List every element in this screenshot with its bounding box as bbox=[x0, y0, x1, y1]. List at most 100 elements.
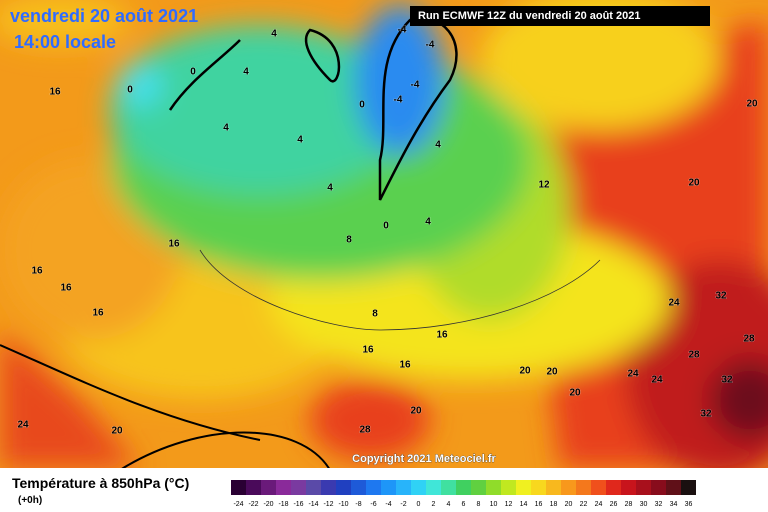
legend-lead: (+0h) bbox=[18, 495, 42, 506]
contour-labels: 0 0 4 4 4 4 4 0 -4 -4 -4 -4 4 4 0 8 8 12 16 16 16 16 16 16 16 16 2… bbox=[17, 24, 759, 437]
contour-label: -4 bbox=[411, 80, 420, 91]
colorbar-swatch bbox=[411, 480, 426, 495]
colorbar-swatch bbox=[321, 480, 336, 495]
contour-label: 16 bbox=[92, 308, 104, 319]
colorbar-tick-label: -20 bbox=[263, 501, 273, 508]
colorbar-tick-label: -14 bbox=[308, 501, 318, 508]
contour-label: -4 bbox=[394, 95, 403, 106]
contour-label: 16 bbox=[436, 330, 448, 341]
contour-label: 4 bbox=[425, 217, 431, 228]
colorbar-swatch bbox=[231, 480, 246, 495]
contour-label: 8 bbox=[372, 309, 378, 320]
contour-label: 28 bbox=[688, 350, 700, 361]
colorbar-tick-label: 2 bbox=[432, 501, 436, 508]
colorbar-swatch bbox=[396, 480, 411, 495]
colorbar-tick-label: -6 bbox=[370, 501, 376, 508]
contour-label: 0 bbox=[383, 221, 389, 232]
colorbar-tick-label: 8 bbox=[477, 501, 481, 508]
colorbar-swatch bbox=[576, 480, 591, 495]
contour-label: 8 bbox=[346, 235, 352, 246]
contour-label: 16 bbox=[362, 345, 374, 356]
contour-label: 20 bbox=[410, 406, 422, 417]
colorbar-tick-label: 4 bbox=[447, 501, 451, 508]
colorbar-tick-label: 20 bbox=[565, 501, 573, 508]
contour-label: 20 bbox=[569, 388, 581, 399]
colorbar-swatch bbox=[636, 480, 651, 495]
colorbar-swatch bbox=[621, 480, 636, 495]
colorbar-swatch bbox=[336, 480, 351, 495]
contour-label: 4 bbox=[271, 29, 277, 40]
colorbar-swatch bbox=[486, 480, 501, 495]
colorbar-swatch bbox=[651, 480, 666, 495]
colorbar-tick-label: 14 bbox=[520, 501, 528, 508]
contour-label: 4 bbox=[223, 123, 229, 134]
colorbar-tick-label: -24 bbox=[233, 501, 243, 508]
colorbar-swatch bbox=[246, 480, 261, 495]
colorbar-tick-label: 34 bbox=[670, 501, 678, 508]
contour-label: 24 bbox=[17, 420, 29, 431]
colorbar-tick-label: 32 bbox=[655, 501, 663, 508]
contour-label: 20 bbox=[688, 178, 700, 189]
colorbar-tick-label: -18 bbox=[278, 501, 288, 508]
contour-label: 4 bbox=[327, 183, 333, 194]
contour-label: 0 bbox=[190, 67, 196, 78]
colorbar-swatch bbox=[561, 480, 576, 495]
contour-label: 24 bbox=[651, 375, 663, 386]
contour-label: 16 bbox=[31, 266, 43, 277]
colorbar-swatch bbox=[546, 480, 561, 495]
colorbar-swatch bbox=[441, 480, 456, 495]
contour-label: 0 bbox=[127, 85, 133, 96]
colorbar-tick-label: -12 bbox=[323, 501, 333, 508]
contour-label: 16 bbox=[399, 360, 411, 371]
colorbar-tick-label: 28 bbox=[625, 501, 633, 508]
contour-label: 20 bbox=[546, 367, 558, 378]
colorbar-swatch bbox=[426, 480, 441, 495]
colorbar-tick-label: 0 bbox=[417, 501, 421, 508]
colorbar-tick-label: 12 bbox=[505, 501, 513, 508]
contour-label: 32 bbox=[721, 375, 733, 386]
colorbar-tick-label: 10 bbox=[490, 501, 498, 508]
contour-label: 20 bbox=[519, 366, 531, 377]
colorbar-tick-label: -16 bbox=[293, 501, 303, 508]
colorbar-tick-label: -8 bbox=[355, 501, 361, 508]
contour-label: 28 bbox=[359, 425, 371, 436]
colorbar-swatch bbox=[501, 480, 516, 495]
colorbar-tick-label: -10 bbox=[338, 501, 348, 508]
colorbar-swatch bbox=[306, 480, 321, 495]
colorbar-swatch bbox=[351, 480, 366, 495]
contour-label: 32 bbox=[715, 291, 727, 302]
date-label: vendredi 20 août 2021 bbox=[10, 6, 198, 26]
contour-label: 16 bbox=[60, 283, 72, 294]
contour-label: 20 bbox=[111, 426, 123, 437]
contour-label: 12 bbox=[538, 180, 550, 191]
colorbar-tick-label: 30 bbox=[640, 501, 648, 508]
contour-label: 24 bbox=[668, 298, 680, 309]
colorbar-swatch bbox=[516, 480, 531, 495]
contour-label: 4 bbox=[243, 67, 249, 78]
colorbar-tick-label: 26 bbox=[610, 501, 618, 508]
colorbar-tick-label: 36 bbox=[685, 501, 693, 508]
colorbar-tick-label: 24 bbox=[595, 501, 603, 508]
contour-label: 20 bbox=[746, 99, 758, 110]
colorbar-swatch bbox=[606, 480, 621, 495]
colorbar-tick-label: -2 bbox=[400, 501, 406, 508]
contour-label: 16 bbox=[168, 239, 180, 250]
colorbar-swatch bbox=[291, 480, 306, 495]
colorbar-swatch bbox=[681, 480, 696, 495]
copyright: Copyright 2021 Meteociel.fr bbox=[352, 453, 496, 465]
temperature-field: 0 0 4 4 4 4 4 0 -4 -4 -4 -4 4 4 0 8 8 12 16 16 16 16 16 16 16 16 2… bbox=[0, 0, 768, 468]
contour-label: 28 bbox=[743, 334, 755, 345]
colorbar-tick-label: 22 bbox=[580, 501, 588, 508]
colorbar-swatch bbox=[591, 480, 606, 495]
colorbar-swatch bbox=[456, 480, 471, 495]
contour-label: 32 bbox=[700, 409, 712, 420]
colorbar-swatch bbox=[366, 480, 381, 495]
time-label: 14:00 locale bbox=[14, 32, 116, 52]
run-banner bbox=[410, 6, 710, 26]
colorbar-swatch bbox=[261, 480, 276, 495]
colorbar-tick-label: 18 bbox=[550, 501, 558, 508]
contour-label: 16 bbox=[49, 87, 61, 98]
colorbar-tick-label: 6 bbox=[462, 501, 466, 508]
contour-label: 24 bbox=[627, 369, 639, 380]
